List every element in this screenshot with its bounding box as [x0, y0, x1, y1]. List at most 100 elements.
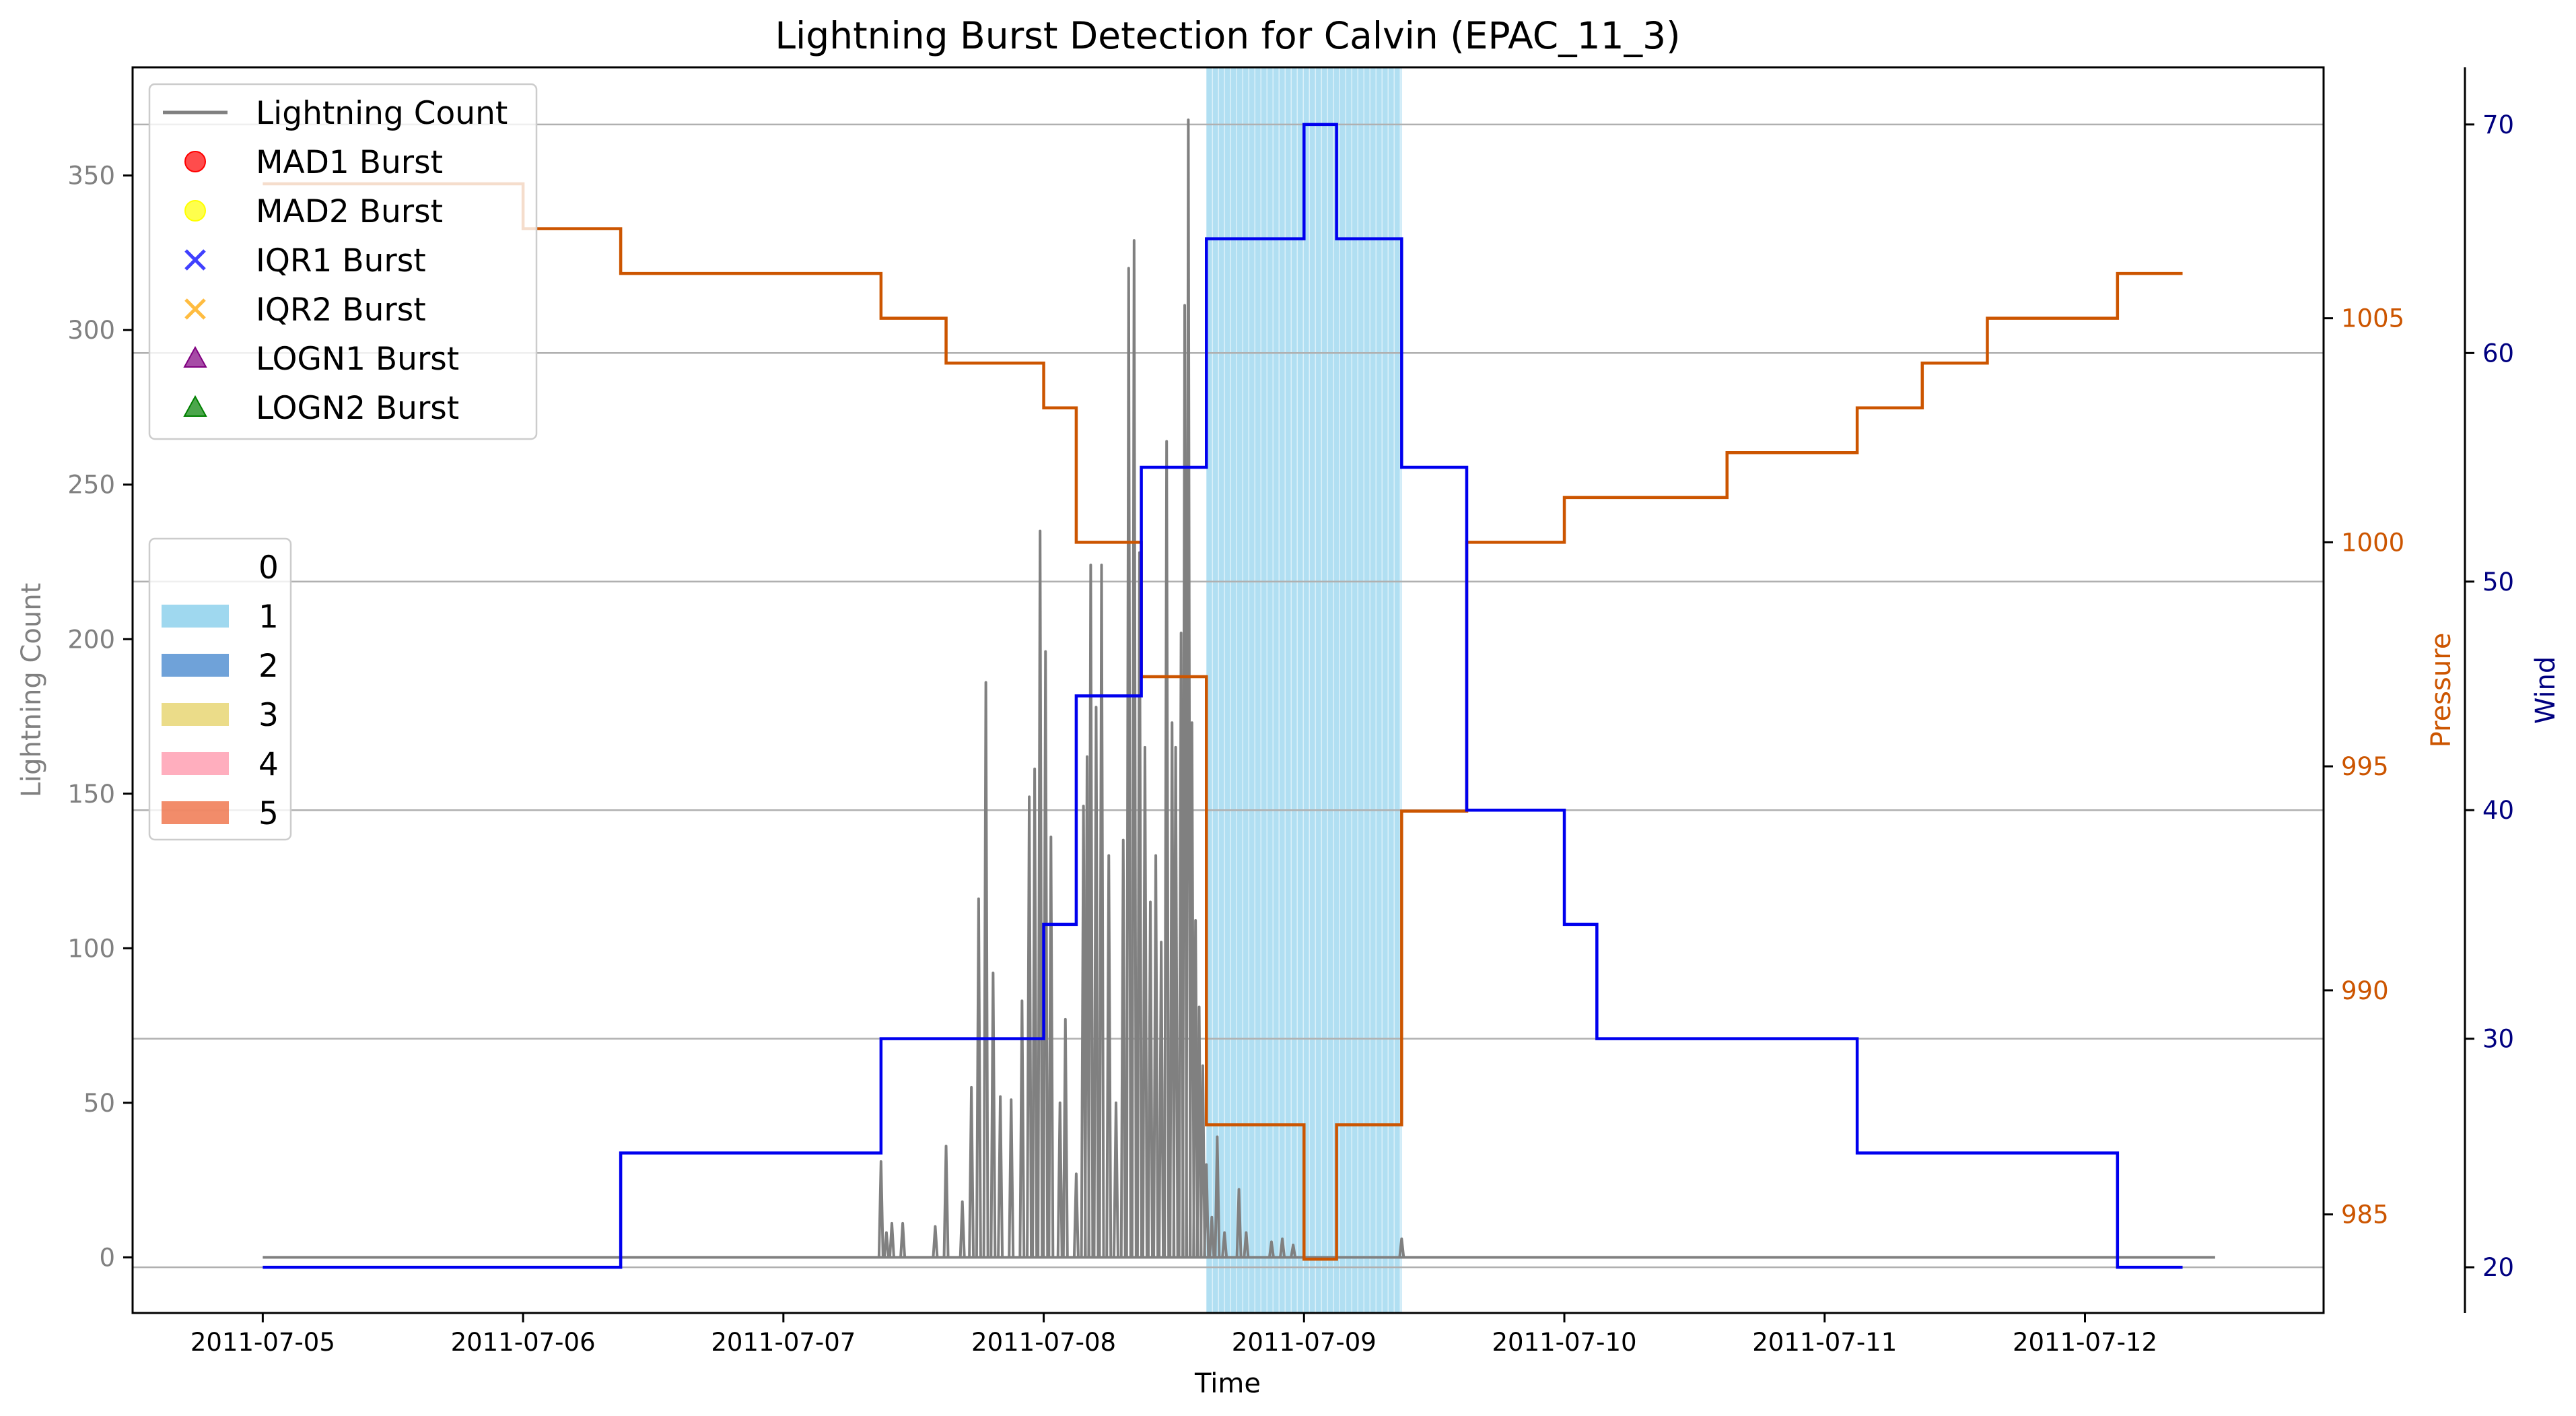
lightning-peak-31 [1130, 239, 1138, 1258]
x-tick-label: 2011-07-06 [451, 1328, 596, 1357]
y-tick-label: 150 [67, 780, 115, 809]
wind-tick-label: 30 [2482, 1025, 2514, 1054]
lightning-peak-14 [1026, 795, 1033, 1258]
lightning-peak-7 [968, 1085, 975, 1258]
legend-category-swatch [162, 605, 229, 628]
lightning-peak-47 [1203, 1163, 1210, 1258]
legend-label: MAD2 Burst [256, 193, 443, 230]
x-tick-label: 2011-07-10 [1492, 1328, 1637, 1357]
lightning-peak-56 [1398, 1237, 1405, 1258]
lightning-peak-2 [888, 1221, 895, 1258]
wind-tick-label: 40 [2482, 796, 2514, 825]
lightning-peak-34 [1147, 900, 1154, 1258]
legend-category-swatch [162, 703, 229, 726]
legend-category-label: 5 [258, 795, 279, 832]
y-tick-label: 300 [67, 316, 115, 345]
lightning-peak-13 [1018, 999, 1026, 1258]
lightning-peak-50 [1221, 1231, 1228, 1258]
lightning-peak-46 [1199, 1064, 1206, 1258]
legend-category-label: 3 [258, 697, 279, 734]
legend-swatch-circle [184, 151, 206, 172]
lightning-peak-33 [1141, 745, 1148, 1258]
lightning-peak-37 [1163, 440, 1171, 1258]
x-tick-label: 2011-07-12 [2013, 1328, 2157, 1357]
lightning-peak-17 [1042, 650, 1049, 1258]
lightning-peak-1 [882, 1231, 890, 1258]
lightning-peak-55 [1290, 1244, 1297, 1258]
wind-axis-label: Wind [2530, 656, 2561, 724]
chart-title: Lightning Burst Detection for Calvin (EP… [775, 14, 1680, 57]
legend-swatch-x [184, 249, 206, 271]
x-axis-label: Time [1194, 1368, 1261, 1399]
lightning-peak-24 [1087, 564, 1094, 1258]
x-tick-label: 2011-07-05 [190, 1328, 335, 1357]
lightning-peak-28 [1112, 1101, 1119, 1258]
y-tick-label: 0 [99, 1243, 115, 1272]
legend-category-label: 4 [258, 746, 279, 783]
pressure-axis-label: Pressure [2426, 633, 2457, 748]
lightning-peak-18 [1047, 836, 1055, 1258]
lightning-peak-32 [1136, 551, 1143, 1258]
x-tick-label: 2011-07-07 [711, 1328, 856, 1357]
lightning-peak-54 [1279, 1237, 1286, 1258]
legend-burst-markers: Lightning Count MAD1 Burst MAD2 Burst IQR1 … [148, 83, 538, 440]
lightning-peak-49 [1214, 1135, 1221, 1258]
y-tick-label: 50 [83, 1089, 115, 1118]
y-axis-label: Lightning Count [16, 583, 47, 798]
plot-frame [131, 66, 2325, 1314]
pressure-tick-label: 1000 [2341, 528, 2404, 557]
lightning-peak-29 [1119, 838, 1127, 1258]
lightning-peak-15 [1031, 768, 1039, 1258]
pressure-tick-label: 995 [2341, 752, 2389, 781]
legend-label: IQR1 Burst [256, 242, 426, 279]
lightning-layer [263, 119, 2215, 1259]
lightning-peak-12 [1008, 1098, 1015, 1258]
lightning-peak-10 [989, 972, 997, 1258]
legend-category-label: 2 [258, 648, 279, 685]
legend-swatch-triangle [183, 345, 207, 368]
legend-label: Lightning Count [256, 95, 508, 132]
legend-swatch-x [184, 298, 206, 320]
lightning-peak-3 [899, 1221, 907, 1258]
lightning-peak-16 [1037, 529, 1044, 1258]
y-tick-label: 350 [67, 162, 115, 191]
legend-categories: 0 1 2 3 4 5 [148, 537, 292, 841]
pressure-tick-label: 990 [2341, 976, 2389, 1005]
wind-tick-label: 70 [2482, 110, 2514, 139]
lightning-peak-21 [1072, 1172, 1080, 1258]
lightning-peak-8 [975, 897, 982, 1258]
lightning-peak-52 [1243, 1231, 1250, 1258]
pressure-line [263, 182, 2183, 1261]
legend-label: LOGN1 Burst [256, 341, 459, 378]
lightning-peak-48 [1208, 1215, 1216, 1258]
legend-label: IQR2 Burst [256, 292, 426, 329]
wind-tick-label: 20 [2482, 1253, 2514, 1282]
lightning-peak-27 [1105, 854, 1113, 1258]
shaded-period-0 [1206, 67, 1402, 1313]
lightning-peak-0 [877, 1160, 884, 1258]
wind-layer [263, 123, 2183, 1269]
lightning-peak-53 [1267, 1240, 1275, 1258]
lightning-peak-9 [982, 681, 989, 1258]
lightning-peak-4 [932, 1225, 939, 1258]
legend-label: MAD1 Burst [256, 144, 443, 181]
legend-category-label: 0 [258, 549, 279, 586]
lightning-peak-20 [1061, 1017, 1069, 1258]
pressure-tick-label: 985 [2341, 1201, 2389, 1229]
pressure-layer [263, 182, 2183, 1261]
lightning-peak-19 [1056, 1101, 1064, 1258]
legend-swatch-circle [184, 200, 206, 222]
wind-tick-label: 50 [2482, 568, 2514, 597]
lightning-peak-35 [1152, 854, 1160, 1258]
pressure-tick-label: 1005 [2341, 304, 2404, 333]
lightning-peak-42 [1185, 119, 1192, 1258]
x-tick-label: 2011-07-11 [1752, 1328, 1897, 1357]
legend-category-swatch [162, 654, 229, 677]
legend-box [148, 83, 538, 440]
lightning-peak-36 [1158, 941, 1165, 1258]
lightning-peak-25 [1092, 706, 1100, 1258]
lightning-peak-6 [959, 1200, 966, 1258]
legend-swatch-triangle [183, 395, 207, 417]
axes-layer: 2011-07-05 2011-07-06 2011-07-07 2011-07-08… [67, 67, 2514, 1357]
